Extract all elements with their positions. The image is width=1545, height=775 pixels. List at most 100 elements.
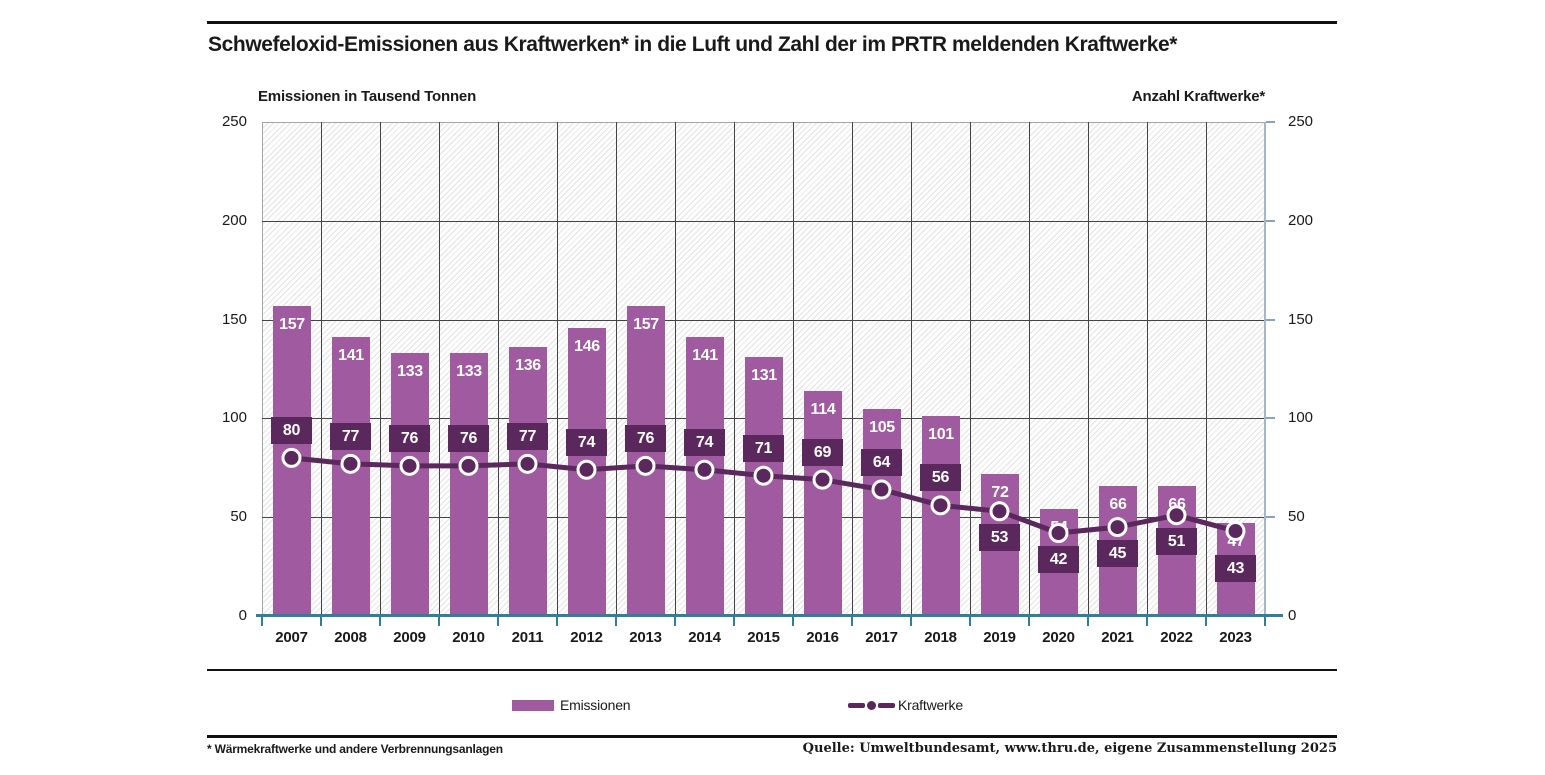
footnote-text: * Wärmekraftwerke und andere Verbrennung… xyxy=(207,742,503,756)
x-axis-year-label: 2012 xyxy=(570,629,603,646)
x-axis-tick xyxy=(556,617,558,626)
plants-value-badge: 76 xyxy=(448,425,489,452)
left-axis-tick-label: 250 xyxy=(221,113,247,130)
legend-line-segment xyxy=(848,703,865,708)
emissions-value-label: 136 xyxy=(515,357,541,374)
vertical-gridline xyxy=(675,122,676,616)
plants-value-badge: 53 xyxy=(979,524,1020,551)
emissions-bar xyxy=(568,328,606,616)
vertical-gridline xyxy=(498,122,499,616)
emissions-bar xyxy=(509,347,547,616)
plants-value-badge: 56 xyxy=(920,464,961,491)
right-axis-tick xyxy=(1266,516,1275,518)
x-axis-tick xyxy=(1264,617,1266,626)
plants-value-badge: 69 xyxy=(802,439,843,466)
plants-value-badge: 42 xyxy=(1038,546,1079,573)
left-axis-tick-label: 200 xyxy=(221,212,247,229)
vertical-gridline xyxy=(321,122,322,616)
emissions-value-label: 133 xyxy=(456,363,482,380)
emissions-bar xyxy=(450,353,488,616)
x-axis-tick xyxy=(733,617,735,626)
emissions-bar xyxy=(686,337,724,616)
emissions-value-label: 66 xyxy=(1168,496,1186,513)
emissions-value-label: 157 xyxy=(633,316,659,333)
plants-value-badge: 43 xyxy=(1215,555,1256,582)
right-axis-tick-label: 150 xyxy=(1288,311,1314,328)
vertical-gridline xyxy=(616,122,617,616)
x-axis-year-label: 2007 xyxy=(275,629,308,646)
emissions-value-label: 54 xyxy=(1050,519,1068,536)
legend-plants-swatch xyxy=(848,697,896,714)
x-axis-tick xyxy=(1087,617,1089,626)
x-axis-tick xyxy=(1205,617,1207,626)
plants-value-badge: 76 xyxy=(389,425,430,452)
right-axis-tick xyxy=(1266,417,1275,419)
emissions-value-label: 131 xyxy=(751,367,777,384)
x-axis-year-label: 2021 xyxy=(1101,629,1134,646)
vertical-gridline xyxy=(380,122,381,616)
x-axis-tick xyxy=(910,617,912,626)
legend-emissions-label: Emissionen xyxy=(560,697,631,713)
right-axis-tick-label: 200 xyxy=(1288,212,1314,229)
emissions-value-label: 146 xyxy=(574,338,600,355)
x-axis-year-label: 2015 xyxy=(747,629,780,646)
left-axis-header: Emissionen in Tausend Tonnen xyxy=(258,88,477,105)
x-axis-tick xyxy=(438,617,440,626)
x-axis-year-label: 2017 xyxy=(865,629,898,646)
emissions-value-label: 66 xyxy=(1109,496,1127,513)
x-axis-tick xyxy=(1146,617,1148,626)
x-axis-tick xyxy=(615,617,617,626)
x-axis-tick xyxy=(320,617,322,626)
left-axis-tick-label: 0 xyxy=(238,607,247,624)
x-axis-tick xyxy=(674,617,676,626)
vertical-gridline xyxy=(1147,122,1148,616)
emissions-bar xyxy=(804,391,842,616)
plants-value-badge: 71 xyxy=(743,435,784,462)
legend-emissions-swatch xyxy=(512,700,554,711)
x-axis-year-label: 2022 xyxy=(1160,629,1193,646)
right-axis-tick xyxy=(1266,220,1275,222)
emissions-bar xyxy=(627,306,665,616)
left-axis-tick-label: 50 xyxy=(230,508,247,525)
x-axis-year-label: 2023 xyxy=(1219,629,1252,646)
x-axis-line xyxy=(256,614,1283,617)
emissions-value-label: 72 xyxy=(991,484,1009,501)
emissions-value-label: 114 xyxy=(810,401,836,418)
plants-value-badge: 80 xyxy=(271,417,312,444)
emissions-value-label: 47 xyxy=(1227,533,1245,550)
emissions-bar xyxy=(332,337,370,616)
right-axis-tick xyxy=(1266,319,1275,321)
right-axis-line xyxy=(1264,122,1266,616)
horizontal-gridline xyxy=(262,320,1265,321)
emissions-value-label: 105 xyxy=(869,419,895,436)
emissions-value-label: 141 xyxy=(692,347,718,364)
x-axis-year-label: 2011 xyxy=(511,629,544,646)
vertical-gridline xyxy=(852,122,853,616)
vertical-gridline xyxy=(734,122,735,616)
vertical-gridline xyxy=(1029,122,1030,616)
plants-value-badge: 64 xyxy=(861,449,902,476)
vertical-gridline xyxy=(557,122,558,616)
top-rule xyxy=(207,21,1337,24)
horizontal-gridline xyxy=(262,221,1265,222)
plants-value-badge: 77 xyxy=(330,423,371,450)
legend-divider-rule xyxy=(207,669,1337,671)
emissions-value-label: 101 xyxy=(928,426,954,443)
x-axis-year-label: 2020 xyxy=(1042,629,1075,646)
right-axis-tick-label: 100 xyxy=(1288,409,1314,426)
x-axis-tick xyxy=(497,617,499,626)
legend-line-segment xyxy=(878,703,895,708)
vertical-gridline xyxy=(1206,122,1207,616)
x-axis-tick xyxy=(969,617,971,626)
x-axis-year-label: 2008 xyxy=(334,629,367,646)
right-axis-tick-label: 250 xyxy=(1288,113,1314,130)
plants-value-badge: 51 xyxy=(1156,528,1197,555)
vertical-gridline xyxy=(793,122,794,616)
emissions-value-label: 141 xyxy=(338,347,364,364)
emissions-bar xyxy=(922,416,960,616)
right-axis-tick xyxy=(1266,121,1275,123)
vertical-gridline xyxy=(1088,122,1089,616)
legend-line-dot-icon xyxy=(867,701,876,710)
vertical-gridline xyxy=(970,122,971,616)
